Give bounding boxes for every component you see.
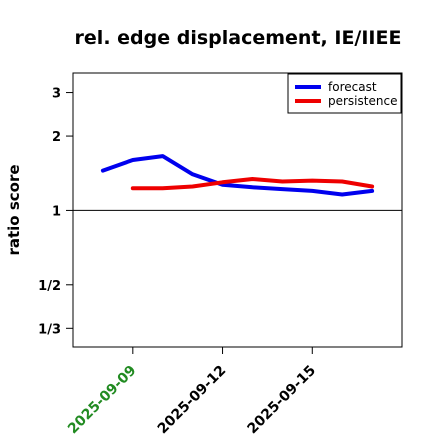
legend: forecast persistence: [287, 73, 402, 114]
legend-box: [287, 73, 402, 114]
y-axis-label: ratio score: [5, 164, 23, 255]
x-tick-label: 2025-09-15: [244, 363, 319, 438]
y-axis: 1/3 1/2 1 2 3: [38, 87, 73, 337]
chart-title: rel. edge displacement, IE/IIEE: [75, 27, 402, 49]
x-tick-label: 2025-09-09: [65, 363, 140, 438]
legend-label-persistence: persistence: [328, 94, 397, 108]
legend-label-forecast: forecast: [328, 80, 377, 94]
series-line-persistence: [130, 177, 375, 191]
y-tick-label: 2: [52, 130, 61, 145]
x-axis: 2025-09-09 2025-09-12 2025-09-15: [65, 347, 319, 437]
y-tick-label: 1/2: [38, 279, 61, 294]
y-tick-label: 1/3: [38, 322, 61, 337]
y-tick-label: 1: [52, 204, 61, 219]
x-tick-label: 2025-09-12: [155, 363, 230, 438]
series-line-forecast: [100, 154, 375, 197]
y-tick-label: 3: [52, 87, 61, 102]
series-layer: [100, 154, 375, 197]
